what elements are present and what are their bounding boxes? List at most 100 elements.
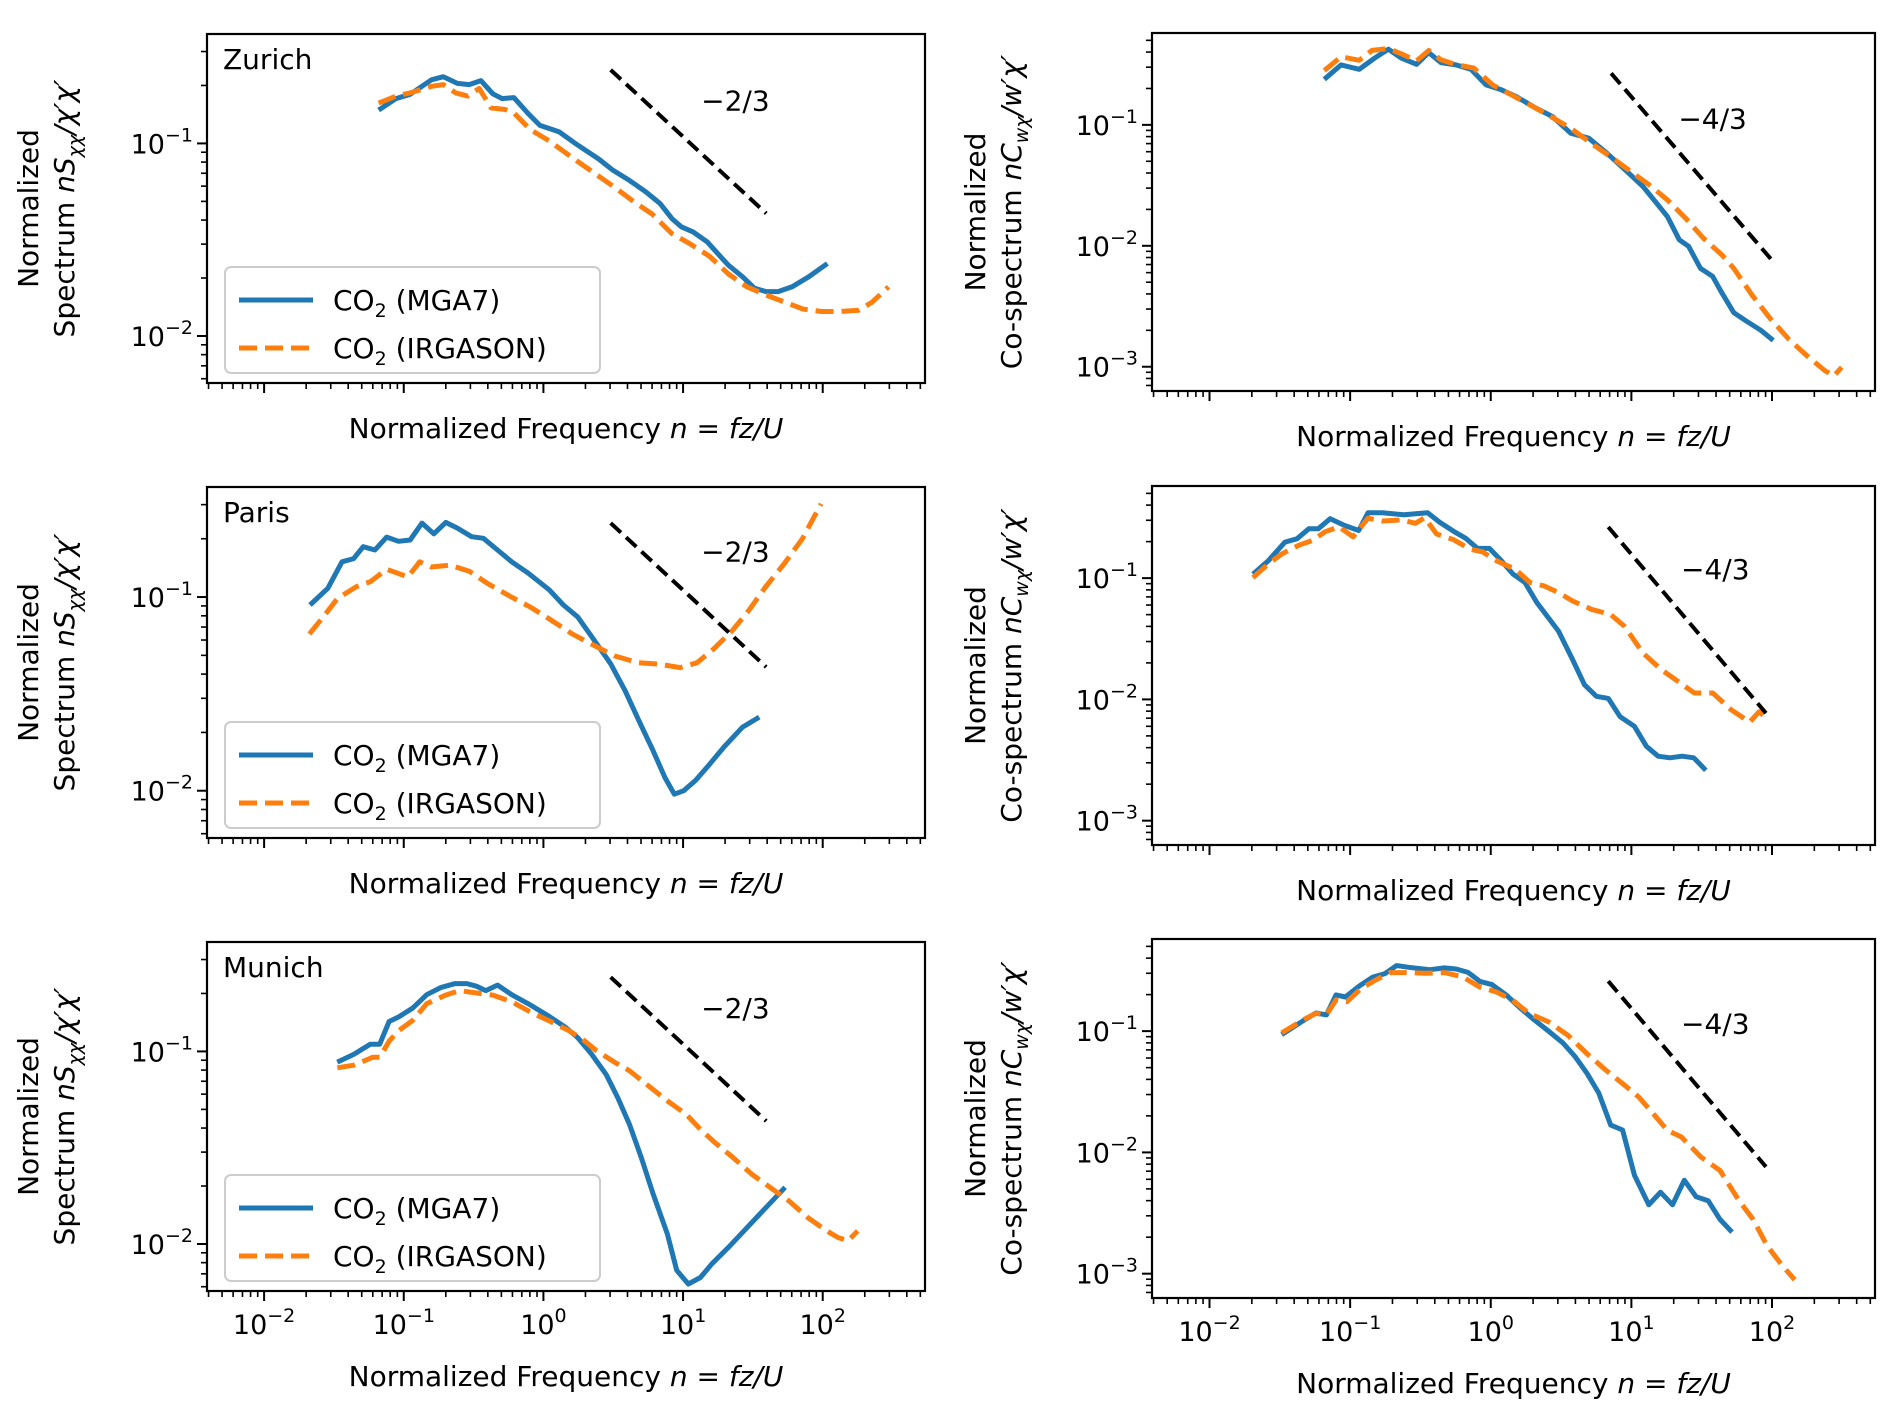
plot-area xyxy=(1251,510,1768,773)
series-line-mga7 xyxy=(1322,46,1775,343)
y-axis-label-line1: Normalized xyxy=(12,1037,45,1196)
y-axis-label-line1: Normalized xyxy=(959,586,992,745)
axes-frame xyxy=(205,32,927,385)
series-line-mga7 xyxy=(1280,963,1734,1234)
y-tick-label: 10−3 xyxy=(1076,802,1138,838)
x-tick-label: 10−2 xyxy=(233,1305,295,1341)
y-axis-label-line2: Co-spectrum nCwχ/w′χ′ xyxy=(995,961,1033,1276)
slope-label: −2/3 xyxy=(701,992,770,1025)
x-axis-label: Normalized Frequency n = fz/U xyxy=(1296,420,1731,453)
y-axis-label-line1: Normalized xyxy=(12,583,45,742)
series-line-mga7 xyxy=(1251,510,1708,773)
legend-label-irgason: CO2 (IRGASON) xyxy=(333,787,547,825)
x-tick-label: 102 xyxy=(1749,1312,1795,1348)
y-axis-label-line1: Normalized xyxy=(959,133,992,292)
panel-bottom-right: 10−2 10−1 100 101 102 10−1 10−2 10−3 Normalized … xyxy=(959,937,1877,1400)
y-tick-label: 10−3 xyxy=(1076,1255,1138,1291)
plot-area xyxy=(1322,46,1844,379)
panel-title: Zurich xyxy=(223,43,312,76)
y-tick-label: 10−2 xyxy=(131,1225,193,1261)
x-tick-label: 102 xyxy=(799,1305,845,1341)
series-line-mga7 xyxy=(377,74,829,295)
panel-middle-left: 10−1 10−2 Normalized Frequency n = fz/U Nor… xyxy=(12,485,927,900)
legend-label-mga7: CO2 (MGA7) xyxy=(333,739,500,777)
y-axis-label-line2: Spectrum nSχχ/χ′χ′ xyxy=(48,533,86,792)
axes-frame xyxy=(1150,937,1877,1300)
y-axis-label-line2: Spectrum nSχχ/χ′χ′ xyxy=(48,79,86,338)
slope-label: −4/3 xyxy=(1678,102,1747,135)
reference-slope-line xyxy=(609,521,768,669)
reference-slope-line xyxy=(609,68,768,215)
legend: CO2 (MGA7) CO2 (IRGASON) xyxy=(224,1174,601,1282)
panel-middle-right: 10−1 10−2 10−3 Normalized Frequency n = fz/… xyxy=(959,484,1877,907)
panel-bottom-left: 10−2 10−1 100 101 102 10−1 10−2 Normalized Freq… xyxy=(12,940,927,1393)
legend-box xyxy=(224,266,601,374)
y-tick-label: 10−2 xyxy=(1076,1133,1138,1169)
y-axis-label-line2: Co-spectrum nCwχ/w′χ′ xyxy=(995,508,1033,823)
reference-slope-line xyxy=(609,975,768,1123)
slope-label: −4/3 xyxy=(1681,1007,1750,1040)
y-tick-label: 10−1 xyxy=(1076,559,1138,595)
y-axis-label-line2: Spectrum nSχχ/χ′χ′ xyxy=(48,987,86,1246)
legend-box xyxy=(224,721,601,829)
series-line-irgason xyxy=(1251,515,1768,725)
axes-frame xyxy=(1150,484,1877,847)
x-tick-label: 101 xyxy=(1608,1312,1654,1348)
x-tick-label: 10−2 xyxy=(1178,1312,1240,1348)
plot-area xyxy=(336,975,860,1287)
x-axis-label: Normalized Frequency n = fz/U xyxy=(349,1360,784,1393)
panel-top-right: 10−1 10−2 10−3 Normalized Frequency n = fz/… xyxy=(959,31,1877,453)
series-line-irgason xyxy=(1280,970,1797,1282)
y-tick-label: 10−1 xyxy=(131,578,193,614)
x-tick-label: 10−1 xyxy=(373,1305,435,1341)
reference-slope-line xyxy=(1609,71,1773,261)
x-axis-label: Normalized Frequency n = fz/U xyxy=(349,867,784,900)
reference-slope-line xyxy=(1606,979,1768,1169)
y-tick-label: 10−2 xyxy=(131,772,193,808)
y-axis-label-line1: Normalized xyxy=(12,129,45,288)
y-axis-label-line1: Normalized xyxy=(959,1039,992,1198)
axes-frame xyxy=(1150,31,1877,393)
slope-label: −2/3 xyxy=(701,85,770,118)
y-tick-label: 10−2 xyxy=(1076,227,1138,263)
y-tick-label: 10−1 xyxy=(1076,106,1138,142)
x-tick-label: 101 xyxy=(660,1305,706,1341)
panel-top-left: 10−1 10−2 Normalized Frequency n = fz/U Nor… xyxy=(12,32,927,445)
plot-area xyxy=(307,502,824,797)
axes-frame xyxy=(205,940,927,1293)
y-tick-label: 10−2 xyxy=(1076,680,1138,716)
x-tick-label: 10−1 xyxy=(1319,1312,1381,1348)
series-line-mga7 xyxy=(336,981,787,1287)
series-line-irgason xyxy=(307,502,824,671)
x-axis-label: Normalized Frequency n = fz/U xyxy=(1296,1367,1731,1400)
series-line-irgason xyxy=(1322,46,1844,379)
axes-frame xyxy=(205,485,927,840)
legend: CO2 (MGA7) CO2 (IRGASON) xyxy=(224,721,601,829)
panel-title: Munich xyxy=(223,951,324,984)
legend-label-irgason: CO2 (IRGASON) xyxy=(333,1240,547,1278)
legend: CO2 (MGA7) CO2 (IRGASON) xyxy=(224,266,601,374)
legend-label-irgason: CO2 (IRGASON) xyxy=(333,332,547,370)
x-axis-label: Normalized Frequency n = fz/U xyxy=(349,412,784,445)
plot-area xyxy=(377,68,891,314)
slope-label: −2/3 xyxy=(701,535,770,568)
series-line-mga7 xyxy=(308,519,761,797)
legend-box xyxy=(224,1174,601,1282)
y-tick-label: 10−2 xyxy=(131,317,193,353)
x-tick-label: 100 xyxy=(520,1305,566,1341)
legend-label-mga7: CO2 (MGA7) xyxy=(333,1192,500,1230)
series-line-irgason xyxy=(336,988,860,1244)
slope-label: −4/3 xyxy=(1681,553,1750,586)
x-tick-label: 100 xyxy=(1468,1312,1514,1348)
y-axis-label-line2: Co-spectrum nCwχ/w′χ′ xyxy=(995,54,1033,369)
y-tick-label: 10−1 xyxy=(1076,1012,1138,1048)
y-tick-label: 10−1 xyxy=(131,124,193,160)
x-axis-label: Normalized Frequency n = fz/U xyxy=(1296,874,1731,907)
y-tick-label: 10−1 xyxy=(131,1032,193,1068)
panel-title: Paris xyxy=(223,496,290,529)
y-tick-label: 10−3 xyxy=(1076,348,1138,384)
series-line-irgason xyxy=(377,82,891,314)
legend-label-mga7: CO2 (MGA7) xyxy=(333,284,500,322)
plot-area xyxy=(1280,963,1797,1282)
